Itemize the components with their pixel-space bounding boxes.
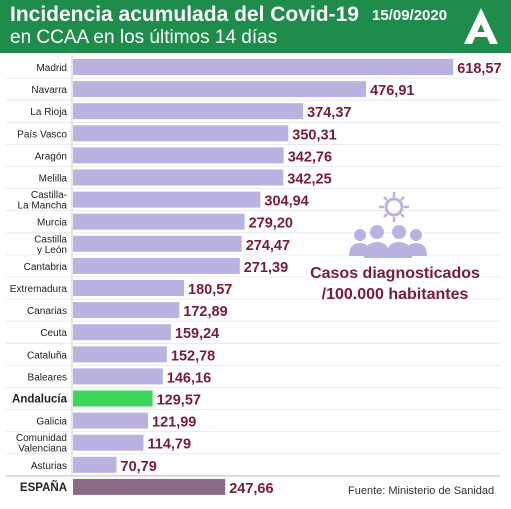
value-label: 152,78 (171, 348, 215, 364)
date-label: 15/09/2020 (372, 7, 448, 24)
bar-17 (73, 412, 148, 429)
category-label: País Vasco (17, 129, 67, 140)
category-label: Baleares (28, 372, 67, 383)
chart-subtitle: en CCAA en los últimos 14 días (10, 27, 278, 48)
legend-description: Casos diagnosticados /100.000 habitantes (305, 263, 485, 305)
value-label: 146,16 (167, 370, 211, 386)
bar-3 (73, 103, 304, 120)
value-label: 274,47 (246, 238, 290, 254)
category-label: Ceuta (40, 328, 67, 339)
category-label: Navarra (31, 85, 67, 96)
category-label: Melilla (39, 174, 68, 185)
category-label: La Rioja (30, 107, 67, 118)
category-label: Extremadura (10, 284, 68, 295)
bar-13 (73, 324, 171, 341)
value-label: 304,94 (264, 194, 308, 210)
category-label: Murcia (37, 218, 67, 229)
bar-2 (73, 81, 367, 98)
category-label: Canarias (27, 306, 67, 317)
value-label: 70,79 (121, 459, 157, 475)
category-label: Madrid (36, 63, 67, 74)
bar-4 (73, 125, 289, 142)
category-label: ESPAÑA (20, 481, 67, 494)
source-note: Fuente: Ministerio de Sanidad (348, 485, 495, 497)
bar-6 (73, 169, 284, 186)
bar-chart: Madrid 618,57 Navarra 476,91 La Rioja 374,37 P… (6, 55, 502, 497)
category-label: Andalucía (12, 394, 68, 406)
category-label: Cantabria (24, 262, 68, 273)
category-label: Cataluña (27, 350, 67, 361)
bar-18 (73, 434, 144, 451)
value-label: 618,57 (457, 61, 501, 77)
category-label: Comunidad Valenciana (16, 433, 68, 455)
bar-7 (73, 191, 261, 208)
bar-15 (73, 368, 163, 385)
value-label: 180,57 (188, 282, 232, 298)
value-label: 121,99 (152, 415, 196, 431)
category-label: Castilla-La Mancha (18, 190, 68, 212)
value-label: 342,76 (288, 149, 332, 165)
value-label: 159,24 (175, 326, 219, 342)
value-label: 247,66 (229, 481, 273, 497)
chart-title: Incidencia acumulada del Covid-19 (10, 3, 359, 26)
bar-10 (73, 257, 240, 274)
bar-12 (73, 302, 180, 319)
category-label: Galicia (36, 417, 67, 428)
value-label: 279,20 (249, 216, 293, 232)
value-label: 129,57 (157, 393, 201, 409)
category-label: Aragón (35, 151, 67, 162)
value-label: 172,89 (183, 304, 227, 320)
value-label: 374,37 (307, 105, 351, 121)
bar-19 (73, 456, 117, 473)
junta-andalucia-logo-icon (464, 8, 498, 44)
value-label: 342,25 (287, 172, 331, 188)
bar-5 (73, 147, 284, 164)
bar-11 (73, 280, 184, 296)
bar-1 (73, 59, 454, 75)
value-label: 476,91 (370, 83, 414, 99)
legend-line-1: Casos diagnosticados (310, 265, 480, 282)
value-label: 271,39 (244, 260, 288, 276)
bar-9 (73, 235, 242, 252)
category-label: Asturias (31, 461, 67, 472)
category-label: Castilla y León (34, 234, 67, 256)
bar-16 (73, 390, 153, 407)
value-label: 114,79 (148, 437, 192, 453)
legend-line-2: /100.000 habitantes (321, 286, 469, 303)
people-virus-icon (349, 192, 427, 258)
bar-8 (73, 213, 245, 230)
bar-14 (73, 346, 167, 363)
bar-20 (73, 478, 226, 495)
header-banner: Incidencia acumulada del Covid-19 en CCA… (0, 0, 511, 53)
value-label: 350,31 (292, 127, 336, 143)
